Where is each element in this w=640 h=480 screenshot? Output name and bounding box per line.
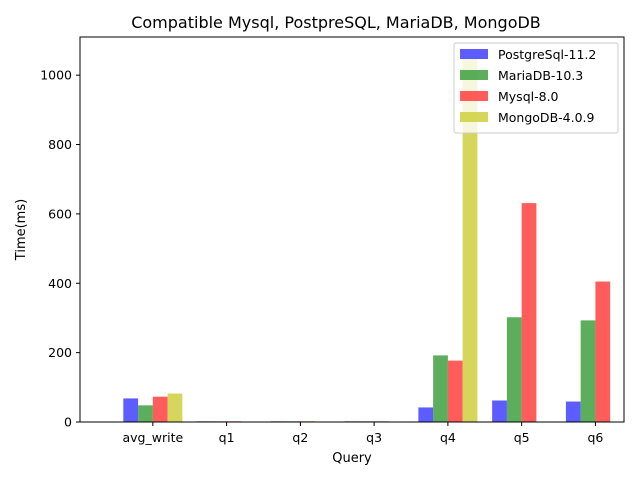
x-tick-label: q2	[292, 430, 308, 445]
ticks-group: avg_write q1 q2 q3 q4 q5 q6 0 200 400 600 800 1000	[40, 68, 603, 445]
x-axis-label: Query	[332, 451, 372, 466]
y-tick-label: 200	[48, 345, 72, 360]
bar-MariaDB-10.3-q4	[433, 355, 448, 422]
legend-label: Mysql-8.0	[498, 89, 559, 104]
bar-PostgreSql-11.2-avg_write	[123, 398, 139, 422]
y-tick-label: 1000	[40, 68, 72, 83]
bar-MongoDB-4.0.9-q4	[462, 56, 478, 423]
bar-PostgreSql-11.2-q4	[418, 407, 434, 422]
x-tick-label: q3	[366, 430, 382, 445]
bar-MariaDB-10.3-avg_write	[138, 405, 153, 422]
bar-MariaDB-10.3-q5	[506, 317, 522, 422]
legend-label: PostgreSql-11.2	[498, 47, 596, 62]
chart-title: Compatible Mysql, PostpreSQL, MariaDB, M…	[131, 13, 541, 32]
legend-swatch	[460, 91, 488, 101]
y-axis-label: Time(ms)	[14, 199, 29, 261]
x-tick-label: q1	[219, 430, 235, 445]
bar-Mysql-8.0-q5	[521, 203, 537, 422]
x-tick-label: q4	[440, 430, 456, 445]
legend-swatch	[460, 49, 488, 59]
legend: PostgreSql-11.2 MariaDB-10.3 Mysql-8.0 Mong…	[453, 42, 619, 134]
bar-MongoDB-4.0.9-avg_write	[167, 393, 183, 422]
legend-swatch	[460, 70, 488, 80]
bar-Mysql-8.0-q6	[595, 281, 611, 422]
y-tick-label: 400	[48, 276, 72, 291]
plot-frame	[79, 36, 625, 423]
legend-label: MariaDB-10.3	[498, 68, 583, 83]
bar-Mysql-8.0-q4	[447, 360, 463, 422]
x-tick-label: avg_write	[123, 430, 184, 445]
legend-box	[453, 42, 619, 134]
bar-Mysql-8.0-avg_write	[152, 396, 168, 422]
legend-swatch	[460, 112, 488, 122]
y-tick-label: 800	[48, 137, 72, 152]
x-tick-label: q6	[587, 430, 603, 445]
x-tick-label: q5	[514, 430, 530, 445]
bar-PostgreSql-11.2-q6	[565, 401, 581, 422]
legend-label: MongoDB-4.0.9	[498, 110, 595, 125]
bar-PostgreSql-11.2-q5	[492, 400, 507, 422]
bar-MariaDB-10.3-q6	[580, 320, 596, 422]
y-tick-label: 600	[48, 206, 72, 221]
y-tick-label: 0	[64, 415, 72, 430]
bars-group	[123, 56, 611, 423]
